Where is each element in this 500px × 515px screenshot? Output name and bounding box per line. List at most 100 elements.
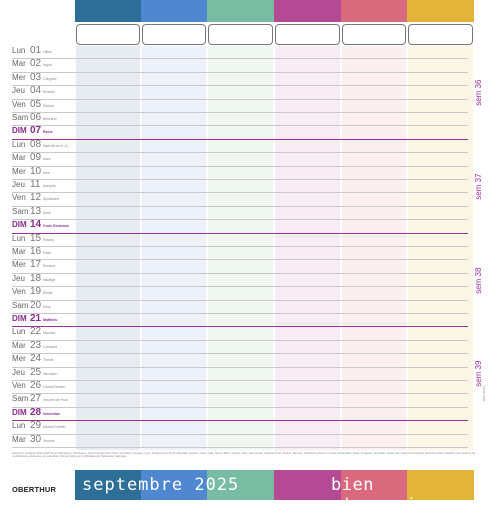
row-line [12, 71, 468, 73]
row-line [12, 98, 468, 100]
row-line [12, 366, 468, 368]
saint-name: Nadège [43, 277, 56, 282]
saint-name: Renaud [43, 264, 56, 269]
day-number: 28 [30, 406, 42, 418]
saint-name: Venceslas [43, 411, 60, 416]
saint-name: Vincent de Paul [43, 398, 68, 403]
footer-color-band [274, 470, 341, 500]
row-line [12, 406, 468, 408]
day-row: Mar 02 Ingrid [0, 58, 470, 69]
day-number: 11 [30, 179, 41, 190]
column-name-field[interactable] [76, 24, 140, 45]
week-number: sem 36 [474, 79, 483, 107]
day-row: DIM 14 Croix Glorieuse [0, 219, 470, 230]
day-row: Jeu 18 Nadège [0, 273, 470, 284]
day-number: 08 [30, 138, 42, 150]
saint-name: Matthieu [43, 318, 58, 322]
day-row: Lun 15 Roland [0, 233, 470, 244]
day-row: Jeu 25 Hermann [0, 367, 470, 378]
day-row: Mer 03 Grégoire [0, 71, 470, 83]
day-row: DIM 21 Matthieu [0, 313, 470, 324]
day-row: Mer 24 Thècle [0, 353, 470, 364]
day-name: Sam [12, 300, 29, 310]
column-body [275, 46, 340, 450]
saint-name: Alain [43, 157, 51, 162]
saint-name: Bertrand [43, 117, 57, 121]
saint-name: Grégoire [43, 76, 57, 81]
saint-name: Rosalie [43, 90, 55, 95]
day-name: Mar [12, 153, 26, 163]
footer-color-band [407, 470, 474, 500]
day-name: Lun [12, 327, 26, 337]
day-number: 10 [30, 165, 42, 177]
row-line [12, 58, 468, 60]
saint-name: Aimé [43, 210, 51, 215]
saint-name: Côme/Damien [43, 385, 66, 389]
day-row: DIM 07 Reine [0, 125, 470, 137]
row-line [12, 299, 468, 301]
column-name-field[interactable] [208, 24, 273, 45]
row-line [12, 393, 468, 395]
column-body [342, 46, 406, 450]
column-name-field[interactable] [342, 24, 406, 45]
row-line [12, 219, 468, 221]
saint-name: Roland [43, 237, 55, 242]
day-row: Lun 01 Gilles [0, 45, 470, 56]
column-name-field[interactable] [275, 24, 340, 45]
day-name: DIM [12, 314, 27, 323]
row-line [12, 165, 468, 167]
day-name: Lun [12, 421, 26, 431]
day-name: Sam [12, 113, 29, 122]
day-name: DIM [12, 407, 27, 417]
saint-name: Reine [43, 130, 53, 135]
saint-name: Gilles [43, 50, 52, 54]
column-name-field[interactable] [142, 24, 206, 45]
day-name: Mar [12, 340, 26, 350]
saint-name: Maurice [43, 331, 56, 336]
saint-name: Raïssa [43, 103, 54, 108]
day-number: 16 [30, 246, 42, 257]
saint-name: Inès [43, 170, 50, 175]
day-number: 07 [30, 125, 42, 137]
day-number: 13 [30, 205, 42, 217]
day-number: 17 [30, 259, 42, 271]
day-number: 03 [30, 71, 42, 83]
day-row: Lun 08 Nativité de N.-D. [0, 138, 470, 150]
column-name-field[interactable] [408, 24, 473, 45]
saint-name: Émilie [43, 291, 53, 296]
day-name: DIM [12, 220, 27, 230]
row-line [12, 85, 468, 87]
day-row: Mar 16 Édith [0, 246, 470, 257]
day-name: Jeu [12, 273, 25, 283]
column-header-bar [341, 0, 407, 22]
row-line [12, 152, 468, 154]
footer-color-band [141, 470, 207, 500]
day-row: Lun 29 Michel/Gabriel [0, 420, 470, 432]
row-line [12, 205, 468, 207]
day-row: Sam 27 Vincent de Paul [0, 393, 470, 404]
column-body [76, 46, 140, 450]
day-name: Mar [12, 59, 26, 69]
day-name: Jeu [12, 86, 25, 96]
week-number: sem 37 [474, 173, 483, 200]
row-line [12, 179, 468, 180]
day-row: Ven 05 Raïssa [0, 99, 470, 110]
day-row: Mar 30 Jérôme [0, 434, 470, 445]
day-number: 19 [30, 286, 42, 298]
day-name: Lun [12, 46, 26, 55]
day-row: Mer 10 Inès [0, 165, 470, 177]
day-row: Mar 23 Constant [0, 340, 470, 351]
day-row: Lun 22 Maurice [0, 326, 470, 337]
day-number: 29 [30, 420, 42, 432]
row-line [12, 313, 468, 314]
column-body [142, 46, 206, 450]
row-line [12, 192, 468, 194]
saint-name: Hermann [43, 371, 58, 376]
row-line [12, 339, 468, 341]
day-row: Mar 09 Alain [0, 152, 470, 163]
day-name: Mar [12, 247, 26, 256]
footer-color-band [341, 470, 407, 500]
footer-color-band [207, 470, 274, 500]
saint-name: Apollinaire [43, 197, 60, 202]
saint-name: Croix Glorieuse [43, 224, 70, 229]
